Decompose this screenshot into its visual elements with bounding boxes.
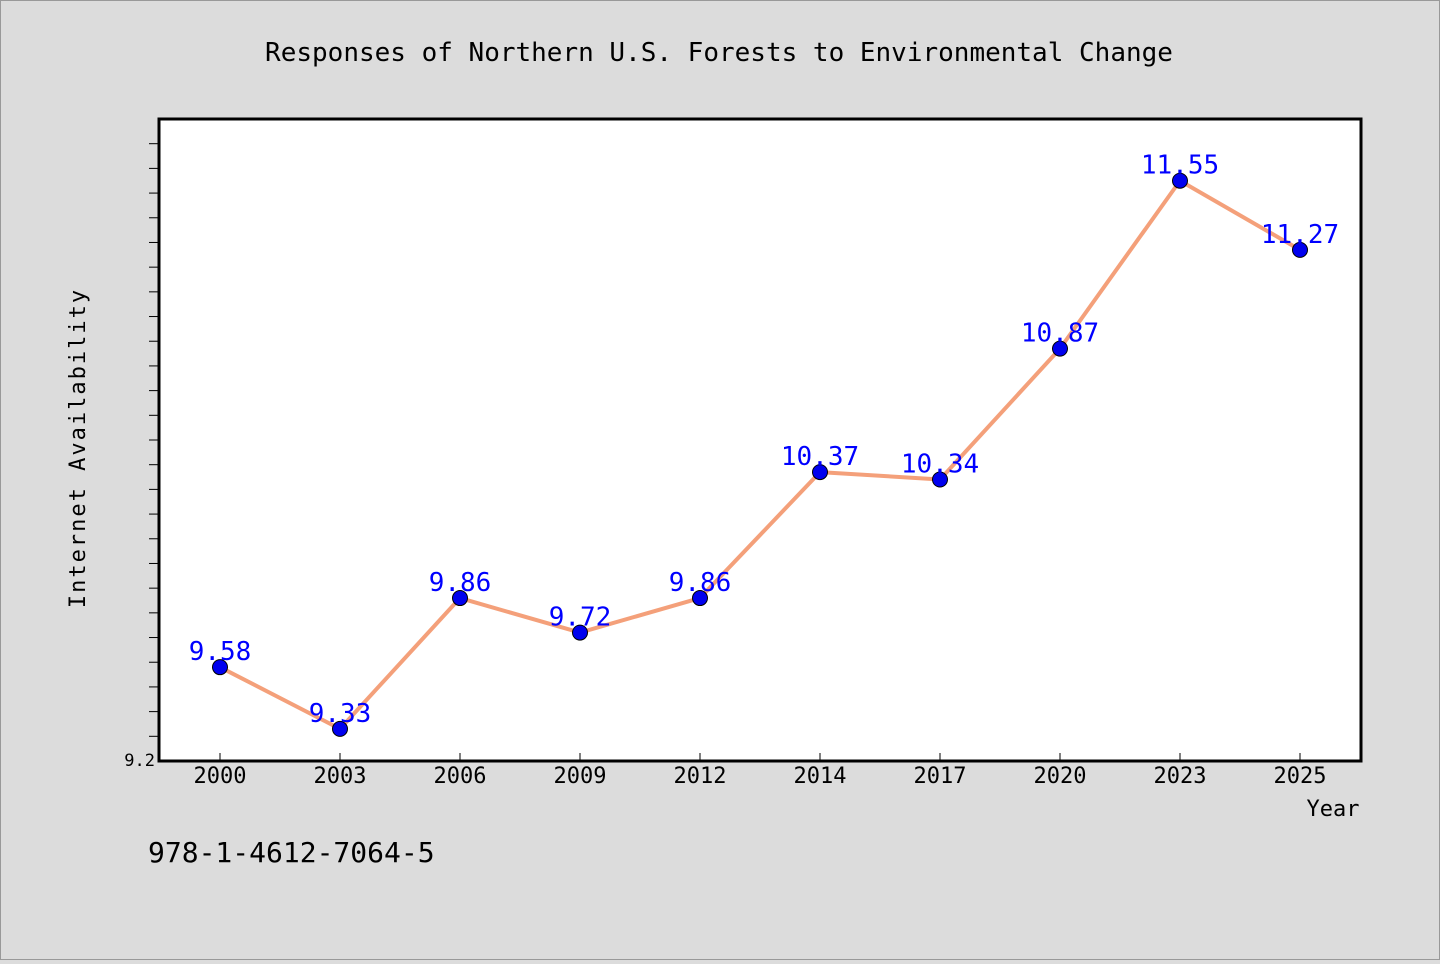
data-point (932, 471, 948, 488)
isbn-text: 978-1-4612-7064-5 (148, 836, 435, 869)
data-label: 11.27 (1261, 220, 1339, 250)
data-label: 9.72 (549, 603, 612, 633)
y-axis-ticks: 9.2 (124, 143, 159, 771)
x-tick-label: 2017 (914, 764, 967, 789)
x-tick-label: 2012 (674, 764, 727, 789)
data-label: 9.58 (189, 637, 252, 667)
data-label: 10.37 (781, 442, 859, 472)
x-tick-label: 2014 (794, 764, 847, 789)
data-label: 9.33 (309, 699, 372, 729)
data-label: 10.34 (901, 450, 979, 480)
chart-title: Responses of Northern U.S. Forests to En… (265, 38, 1173, 68)
plot-area (157, 117, 1363, 763)
data-point (332, 720, 348, 737)
y-axis-label: Internet Availability (66, 288, 91, 608)
x-tick-label: 2003 (314, 764, 367, 789)
series-line (218, 178, 1302, 731)
x-tick-label: 2020 (1034, 764, 1087, 789)
x-axis-ticks: 2000 2003 2006 2009 2012 2014 2017 2020 2023 2025 (194, 753, 1327, 789)
data-point (572, 624, 588, 641)
data-point (452, 590, 468, 607)
data-labels: 9.58 9.33 9.86 9.72 9.86 10.37 10.34 10.87 11.55… (189, 151, 1339, 729)
x-tick-label: 2000 (194, 764, 247, 789)
data-point (1292, 241, 1308, 258)
data-label: 9.86 (429, 568, 492, 598)
data-label: 9.86 (669, 568, 732, 598)
x-tick-label: 2025 (1274, 764, 1327, 789)
data-label: 11.55 (1141, 151, 1219, 181)
data-label: 10.87 (1021, 319, 1099, 349)
series-group (212, 172, 1308, 737)
data-point (1172, 172, 1188, 189)
x-tick-label: 2006 (434, 764, 487, 789)
data-point (1052, 340, 1068, 357)
data-point (692, 590, 708, 607)
data-point (212, 659, 228, 676)
x-axis-label: Year (1307, 797, 1360, 822)
x-tick-label: 2009 (554, 764, 607, 789)
x-tick-label: 2023 (1154, 764, 1207, 789)
y-tick-label: 9.2 (124, 751, 155, 771)
data-point (812, 464, 828, 481)
